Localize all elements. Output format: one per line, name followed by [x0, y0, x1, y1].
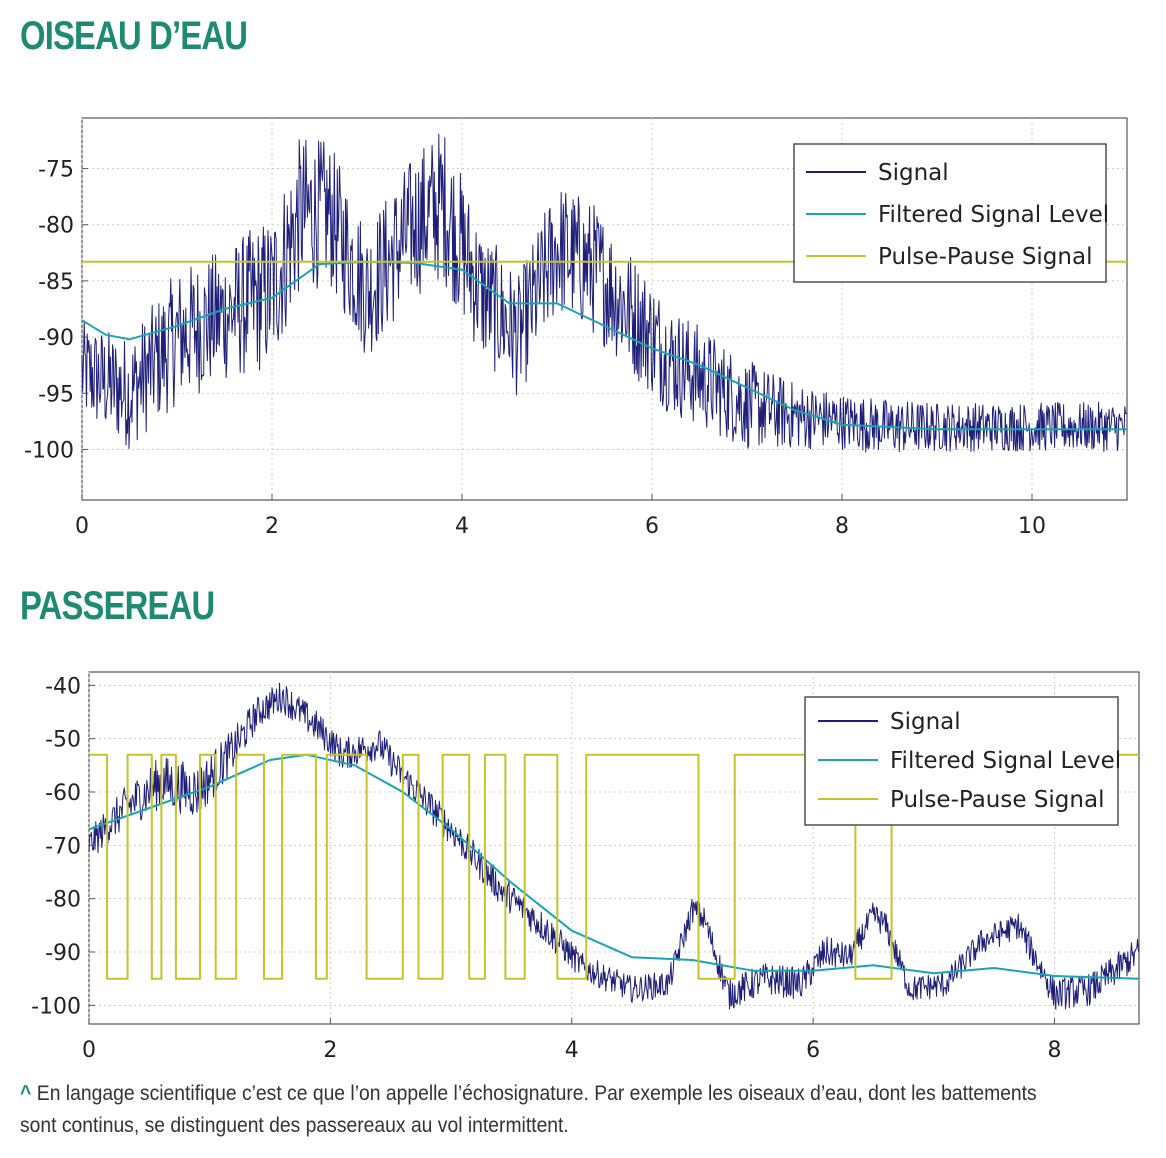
series-filtered-line [88, 753, 1140, 980]
legend-label-pulse: Pulse-Pause Signal [890, 787, 1104, 813]
tick-label-x: 4 [455, 514, 469, 539]
waterbird-chart: 0 2 4 6 8 10 -75 -80 -85 -90 -95 -100 Signal Filter… [24, 117, 1128, 539]
tick-label-y: -95 [38, 382, 74, 407]
tick-label-y: -90 [45, 941, 81, 966]
series-filtered-line [81, 260, 1127, 431]
tick-label-y: -100 [24, 438, 74, 463]
caption-text: En langage scientifique c’est ce que l’o… [20, 1082, 1037, 1137]
tick-label-x: 6 [806, 1038, 820, 1063]
tick-label-y: -80 [38, 214, 74, 239]
legend-label-filtered: Filtered Signal Level [890, 748, 1121, 774]
tick-label-y: -90 [38, 326, 74, 351]
series-signal-line [88, 682, 1140, 1010]
series-layer [88, 682, 1140, 1010]
tick-label-y: -85 [38, 270, 74, 295]
tick-label-y: -100 [31, 994, 81, 1019]
tick-label-y: -40 [45, 674, 81, 699]
legend-label-signal: Signal [878, 160, 949, 186]
legend: Signal Filtered Signal Level Pulse-Pause… [793, 143, 1109, 283]
tick-label-x: 10 [1018, 514, 1046, 539]
tick-labels: 0 2 4 6 8 10 -75 -80 -85 -90 -95 -100 [24, 158, 1046, 539]
tick-label-y: -60 [45, 781, 81, 806]
tick-label-x: 0 [82, 1038, 96, 1063]
tick-label-y: -70 [45, 834, 81, 859]
chart-heading-waterbird: OISEAU D’EAU [20, 14, 248, 58]
legend-label-signal: Signal [890, 709, 961, 735]
chart-heading-passerine: PASSEREAU [20, 584, 215, 628]
tick-label-y: -75 [38, 158, 74, 183]
legend-label-filtered: Filtered Signal Level [878, 202, 1109, 228]
tick-label-x: 6 [645, 514, 659, 539]
tick-labels: 0 2 4 6 8 -40 -50 -60 -70 -80 -90 -100 [31, 674, 1061, 1063]
passerine-chart: 0 2 4 6 8 -40 -50 -60 -70 -80 -90 -100 Signal Filte… [31, 671, 1140, 1063]
tick-label-y: -80 [45, 888, 81, 913]
chevron-up-icon: ^ [20, 1082, 32, 1105]
tick-label-x: 8 [1048, 1038, 1062, 1063]
tick-label-x: 4 [565, 1038, 579, 1063]
tick-label-y: -50 [45, 728, 81, 753]
legend-label-pulse: Pulse-Pause Signal [878, 244, 1092, 270]
tick-label-x: 8 [835, 514, 849, 539]
caption: ^ En langage scientifique c’est ce que l’… [20, 1078, 1050, 1142]
series-pulse-line [89, 753, 1139, 980]
series-signal-line [81, 133, 1128, 453]
tick-label-x: 2 [323, 1038, 337, 1063]
legend: Signal Filtered Signal Level Pulse-Pause… [804, 696, 1121, 826]
tick-label-x: 2 [265, 514, 279, 539]
tick-label-x: 0 [75, 514, 89, 539]
